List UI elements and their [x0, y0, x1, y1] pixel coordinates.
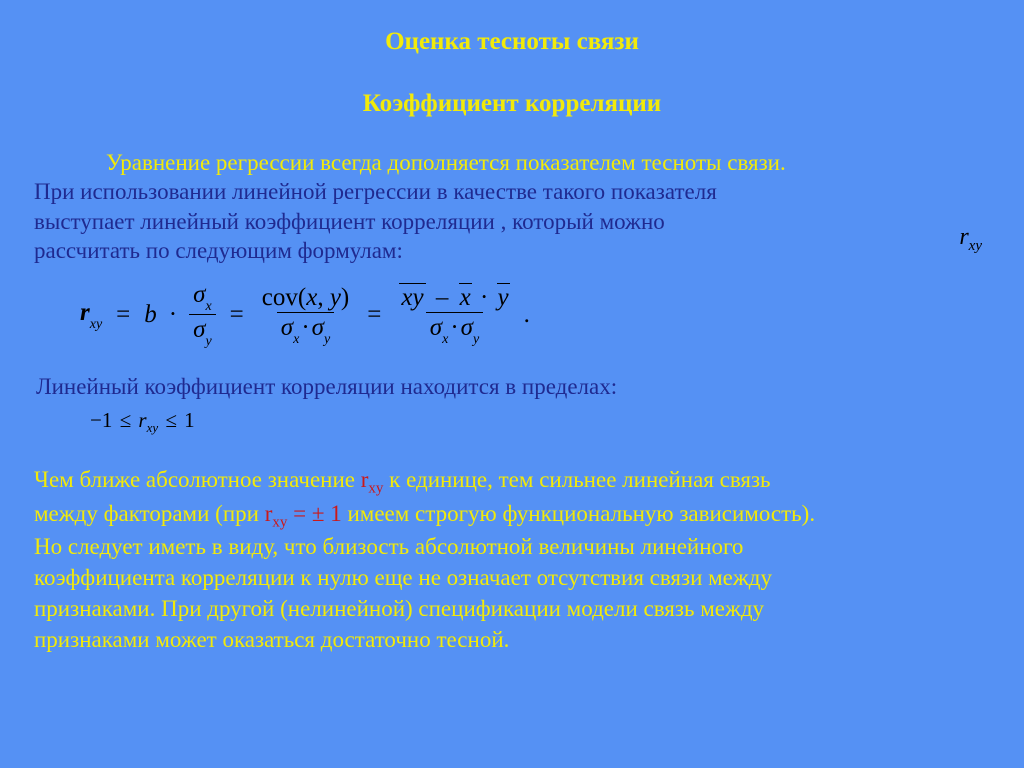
range-label: Линейный коэффициент корреляции находитс… — [36, 372, 990, 401]
intro-line2: При использовании линейной регрессии в к… — [34, 179, 717, 204]
correlation-formula: rxy = b · σx σy = cov(x, y) σx·σy = xy –… — [80, 274, 990, 356]
slide-title: Оценка тесноты связи — [34, 26, 990, 58]
intro-line3: выступает линейный коэффициент корреляци… — [34, 209, 665, 234]
range-expression: −1 ≤ rxy ≤ 1 — [90, 407, 990, 437]
intro-line1: Уравнение регрессии всегда дополняется п… — [106, 150, 786, 175]
frac-means: xy – x · y σx·σy — [395, 285, 513, 345]
frac-sigma-ratio: σx σy — [189, 282, 216, 347]
closing-paragraph: Чем ближе абсолютное значение rxy к един… — [34, 465, 990, 656]
slide-subtitle: Коэффициент корреляции — [34, 88, 990, 120]
intro-line4: рассчитать по следующим формулам: — [34, 238, 403, 263]
intro-paragraph: Уравнение регрессии всегда дополняется п… — [34, 148, 990, 266]
frac-cov: cov(x, y) σx·σy — [258, 285, 353, 345]
slide: Оценка тесноты связи Коэффициент корреля… — [0, 0, 1024, 768]
rxy-symbol-inline: rxy — [959, 222, 982, 256]
